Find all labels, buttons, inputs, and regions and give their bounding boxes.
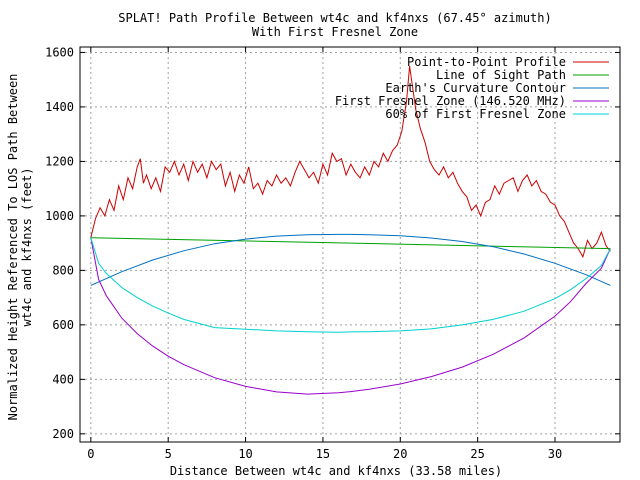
legend-label: First Fresnel Zone (146.520 MHz) [335, 94, 566, 108]
y-tick-label: 1600 [45, 45, 74, 59]
y-tick-label: 1400 [45, 100, 74, 114]
x-tick-label: 25 [470, 447, 484, 461]
axis-ticks: 0 5 10 15 20 25 30 200 400 600 800 1000 1200 1400 1600 [45, 45, 620, 461]
chart-subtitle: With First Fresnel Zone [252, 25, 418, 39]
x-tick-label: 20 [393, 447, 407, 461]
series-line-60-of-first-fresnel-zone [90, 237, 611, 333]
series-line-first-fresnel-zone-146-520-mhz [90, 237, 611, 395]
y-tick-label: 1000 [45, 209, 74, 223]
legend-label: Point-to-Point Profile [407, 55, 566, 69]
x-tick-label: 5 [165, 447, 172, 461]
plot-frame [79, 46, 621, 443]
legend-label: Earth's Curvature Contour [385, 81, 566, 95]
y-tick-label: 600 [52, 318, 74, 332]
y-tick-label: 800 [52, 263, 74, 277]
y-axis-label-line2: wt4c and kf4nxs (feet) [20, 168, 34, 327]
chart-title: SPLAT! Path Profile Between wt4c and kf4… [118, 11, 551, 25]
x-tick-label: 10 [238, 447, 252, 461]
y-tick-label: 1200 [45, 154, 74, 168]
series-line-earth-s-curvature-contour [90, 233, 611, 286]
legend-label: Line of Sight Path [436, 68, 566, 82]
data-series [90, 66, 611, 395]
grid-lines [80, 47, 620, 442]
x-tick-label: 30 [548, 447, 562, 461]
x-tick-label: 15 [316, 447, 330, 461]
x-axis-label: Distance Between wt4c and kf4nxs (33.58 … [170, 464, 502, 478]
y-tick-label: 200 [52, 427, 74, 441]
y-tick-label: 400 [52, 372, 74, 386]
legend-label: 60% of First Fresnel Zone [385, 107, 566, 121]
series-line-point-to-point-profile [90, 66, 611, 259]
y-axis-label-line1: Normalized Height Referenced To LOS Path… [6, 74, 20, 421]
series-line-line-of-sight-path [90, 237, 611, 250]
x-tick-label: 0 [87, 447, 94, 461]
